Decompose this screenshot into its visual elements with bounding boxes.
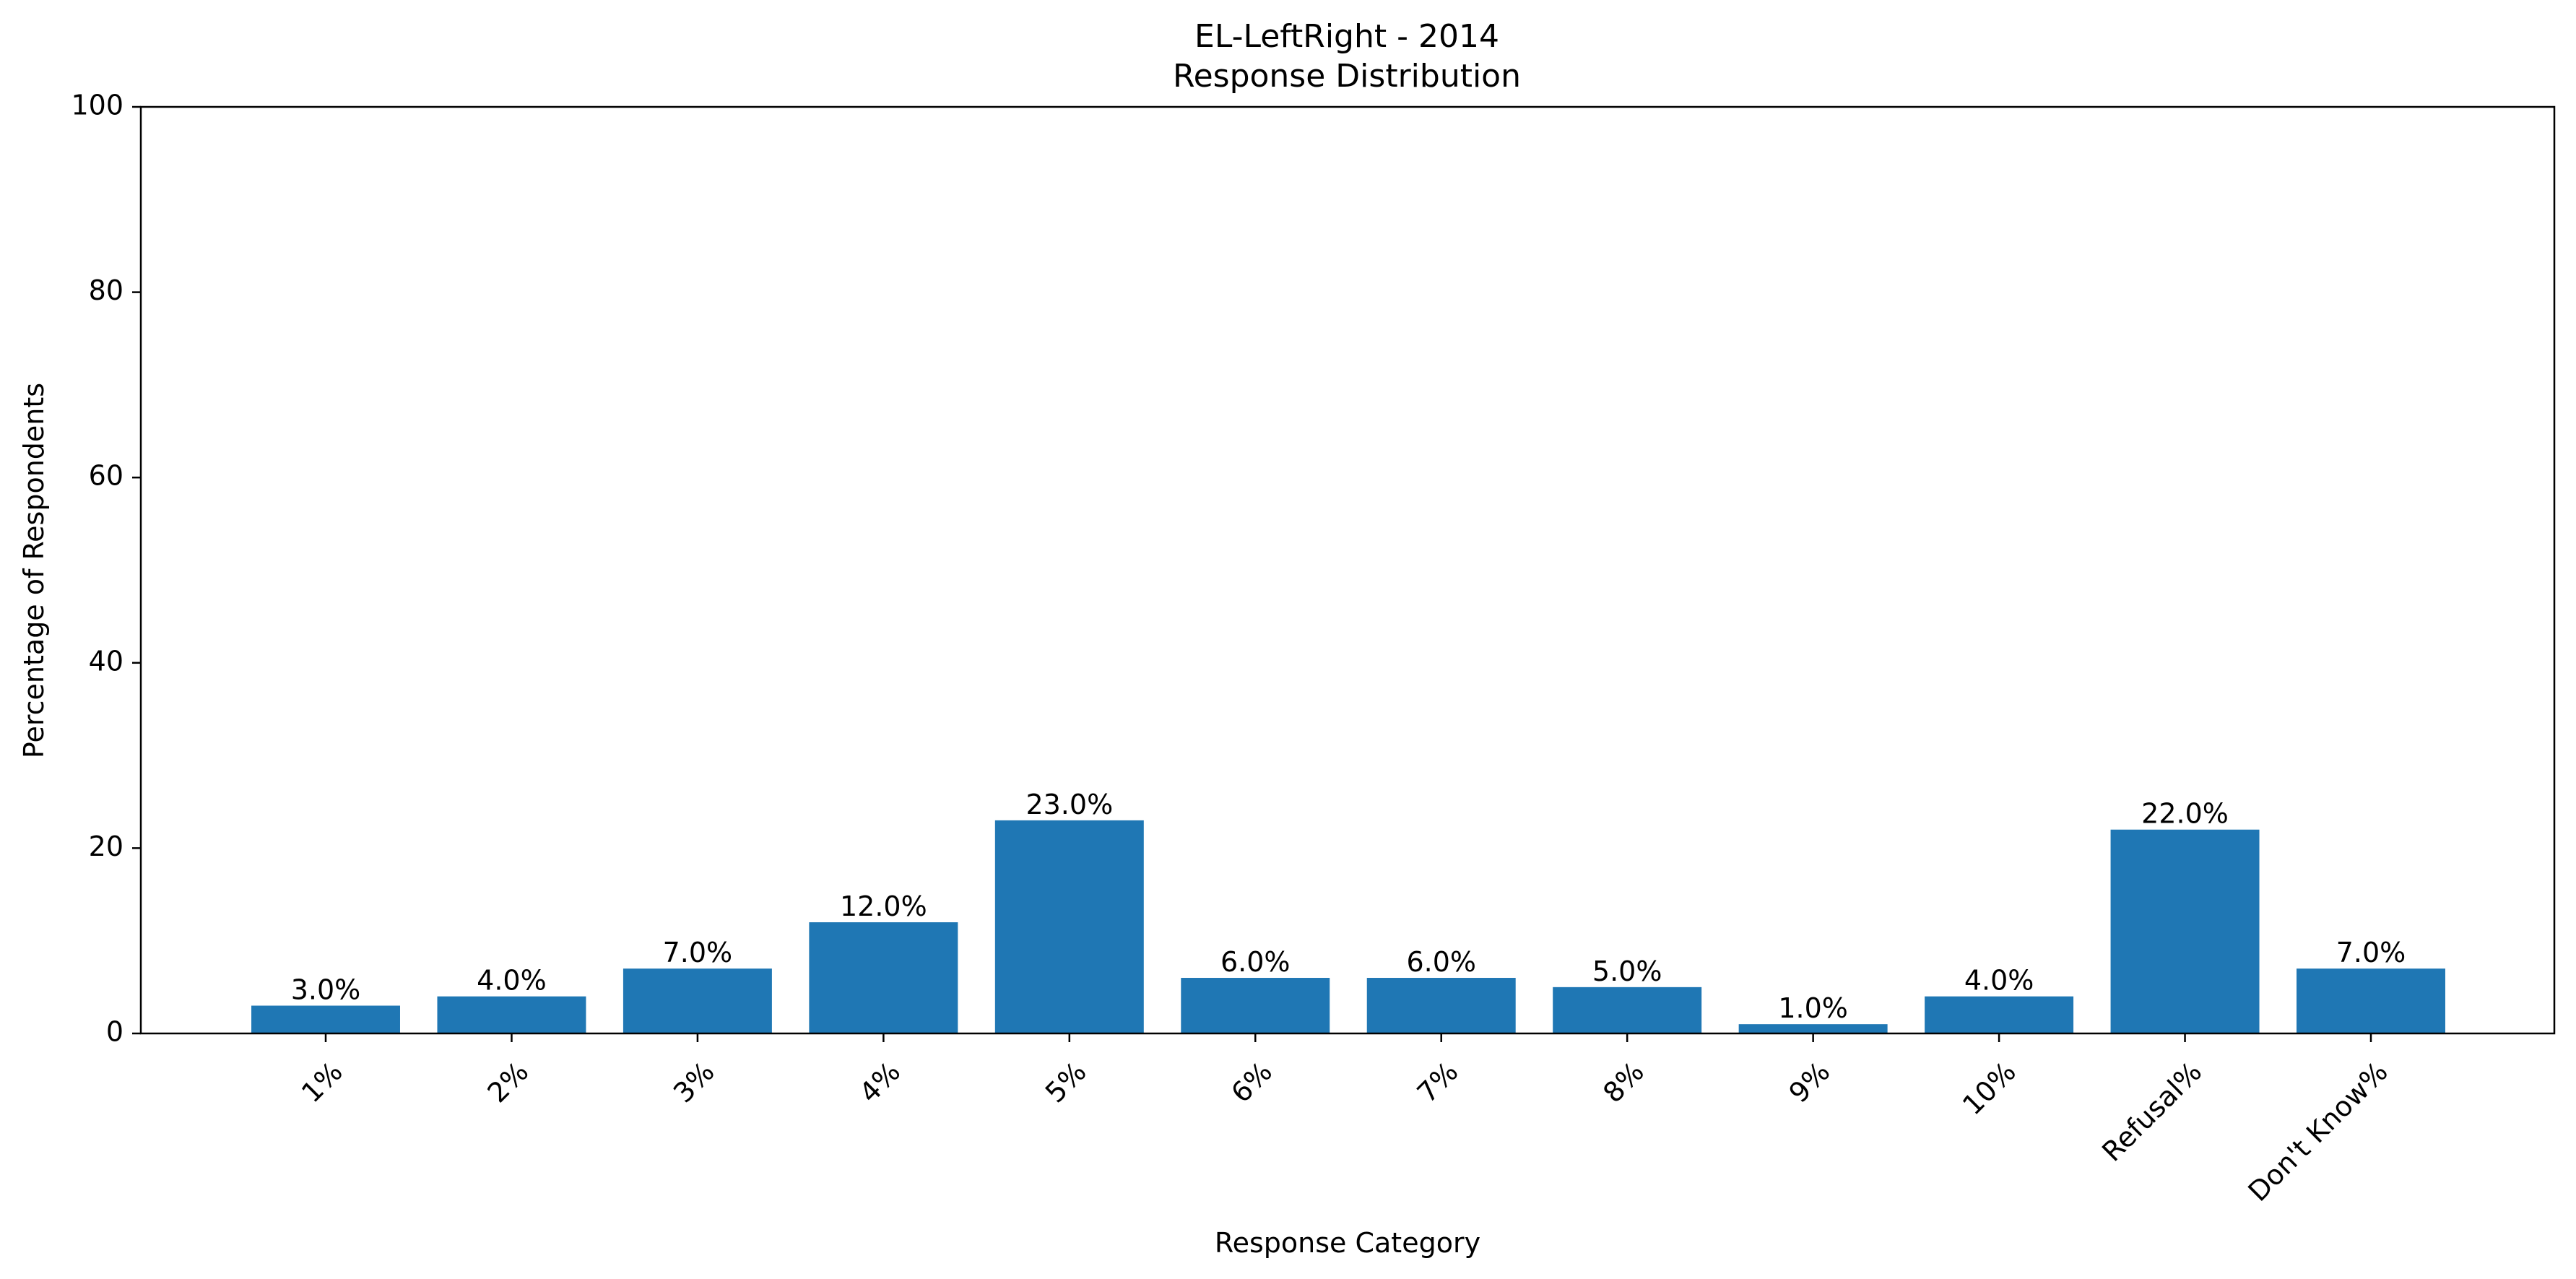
x-tick-label: 2%	[481, 1056, 534, 1109]
bar-value-labels: 3.0% 4.0% 7.0% 12.0% 23.0% 6.0% 6.0% 5.0% 1.0% 4.…	[291, 789, 2406, 1024]
bar-value-label: 4.0%	[477, 965, 547, 997]
x-axis-label: Response Category	[1215, 1227, 1480, 1259]
chart-subtitle: Response Distribution	[1173, 58, 1521, 95]
bar	[1181, 978, 1330, 1033]
chart-title: EL-LeftRight - 2014	[1194, 18, 1499, 55]
bar	[623, 968, 772, 1033]
x-tick-label: Don't Know%	[2242, 1056, 2393, 1208]
y-tick-label: 40	[89, 645, 123, 677]
x-tick-label: 1%	[295, 1056, 349, 1109]
x-tick-label: Refusal%	[2096, 1056, 2208, 1168]
bar	[994, 820, 1144, 1033]
x-tick-label: 8%	[1597, 1056, 1650, 1109]
bar-value-label: 6.0%	[1220, 946, 1291, 978]
y-tick-label: 60	[89, 460, 123, 492]
bar-value-label: 3.0%	[291, 974, 361, 1006]
bar	[1553, 987, 1702, 1033]
y-tick-label: 80	[89, 274, 123, 306]
y-tick-label: 0	[106, 1016, 123, 1048]
bar	[2110, 829, 2260, 1033]
x-axis-ticks: 1% 2% 3% 4% 5% 6% 7% 8% 9% 10% Refusal% Don't Know%	[295, 1033, 2394, 1208]
bar-value-label: 23.0%	[1025, 789, 1113, 820]
bar-value-label: 4.0%	[1964, 965, 2034, 997]
x-tick-label: 7%	[1411, 1056, 1465, 1109]
bar	[1738, 1024, 1888, 1033]
bar-value-label: 12.0%	[840, 890, 927, 922]
bar	[2297, 968, 2445, 1033]
bar-value-label: 1.0%	[1778, 992, 1848, 1024]
bar-value-label: 7.0%	[663, 937, 733, 968]
bar-value-label: 5.0%	[1592, 955, 1662, 987]
x-tick-label: 9%	[1783, 1056, 1836, 1109]
bar-value-label: 6.0%	[1406, 946, 1476, 978]
bar-value-label: 22.0%	[2141, 798, 2229, 830]
y-tick-label: 100	[71, 90, 123, 121]
bar	[437, 996, 586, 1033]
x-tick-label: 5%	[1039, 1056, 1093, 1109]
bar	[809, 922, 958, 1033]
x-tick-label: 4%	[853, 1056, 906, 1109]
y-axis-ticks: 0 20 40 60 80 100	[71, 90, 141, 1048]
bar	[1925, 996, 2074, 1033]
y-tick-label: 20	[89, 831, 123, 862]
bar	[251, 1005, 400, 1033]
y-axis-label: Percentage of Respondents	[18, 383, 50, 758]
bar-value-label: 7.0%	[2336, 937, 2406, 968]
plot-area-frame	[139, 105, 2556, 1035]
bars-group	[251, 820, 2445, 1033]
x-tick-label: 10%	[1956, 1056, 2022, 1122]
bar	[1366, 978, 1516, 1033]
x-tick-label: 3%	[667, 1056, 721, 1109]
x-tick-label: 6%	[1225, 1056, 1278, 1109]
